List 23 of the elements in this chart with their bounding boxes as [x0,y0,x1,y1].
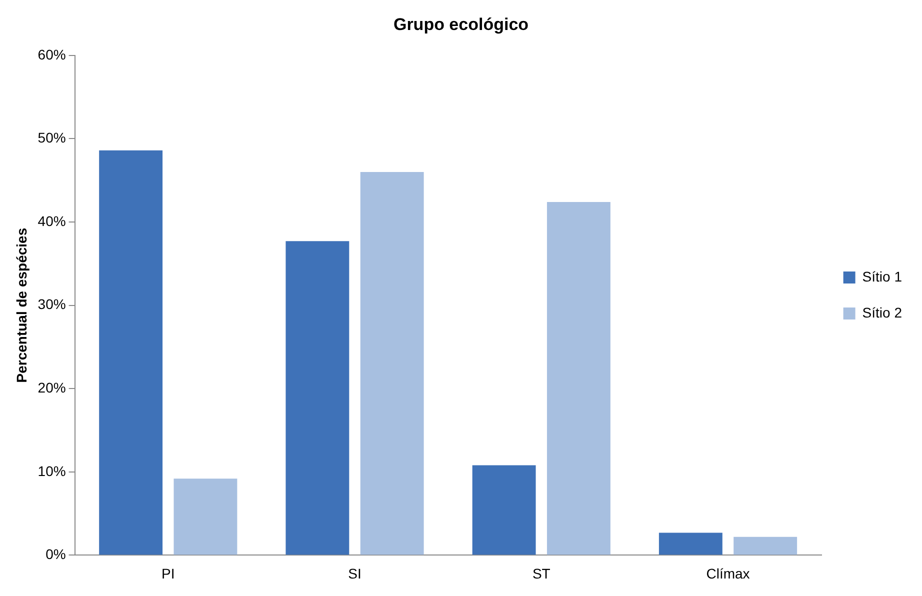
y-tick-label: 10% [38,462,66,479]
bar [286,241,350,555]
y-tick-label: 40% [38,212,66,229]
y-tick-label: 50% [38,130,66,146]
x-tick-label: Clímax [706,565,750,582]
chart-title: Grupo ecológico [393,14,529,34]
bar [99,150,163,555]
legend-label: Sítio 2 [862,304,902,320]
y-tick-label: 60% [38,46,66,62]
y-axis-title: Percentual de espécies [13,228,30,383]
bar [360,172,424,555]
bar [546,202,610,555]
x-tick-label: PI [162,565,175,582]
y-tick-label: 30% [38,296,66,312]
legend-label: Sítio 1 [862,268,902,284]
y-tick-label: 0% [46,546,66,562]
bar [658,532,722,555]
x-tick-label: SI [348,565,362,582]
y-tick-label: 20% [38,379,66,396]
bar [472,465,536,555]
bar [734,536,798,555]
x-tick-label: ST [532,565,551,582]
bar [174,478,238,555]
